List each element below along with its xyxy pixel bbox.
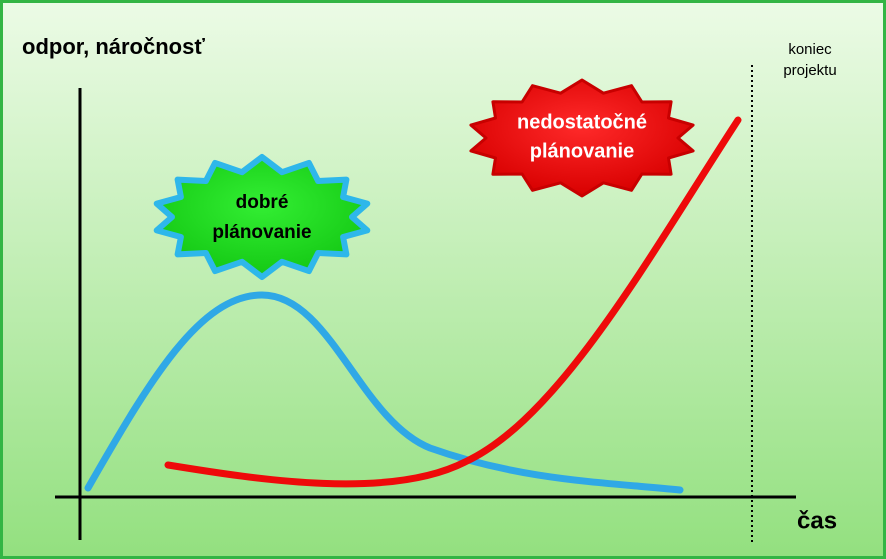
y-axis-label: odpor, náročnosť [22,34,205,59]
good-planning-curve [84,291,684,494]
badge-label: plánovanie [530,140,634,162]
badge-shape [469,78,695,198]
badge-label: nedostatočné [517,111,647,133]
poor-planning-curve [164,116,742,488]
badge-label: dobré [236,192,289,213]
badge-shape [153,154,371,280]
end-marker-label: koniec [788,41,832,58]
badge-label: plánovanie [212,222,311,243]
end-marker-label: projektu [783,62,836,79]
x-axis-label: čas [797,507,837,534]
